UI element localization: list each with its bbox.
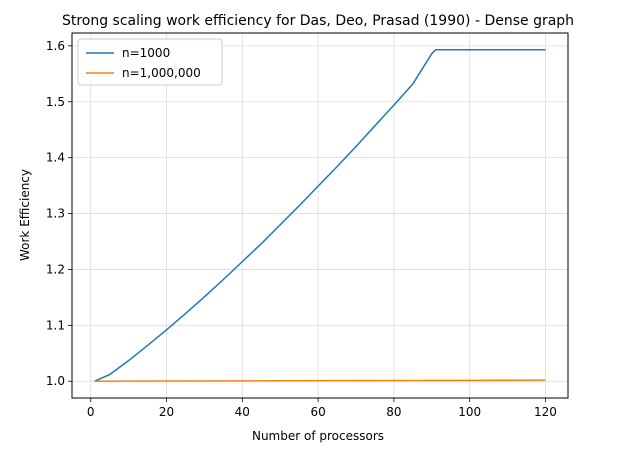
y-ticks: 1.0 1.1 1.2 1.3 1.4 1.5 1.6 xyxy=(46,39,72,388)
plot-frame xyxy=(71,32,569,399)
y-tick-label: 1.5 xyxy=(46,95,65,109)
y-tick-label: 1.0 xyxy=(46,374,65,388)
chart-title: Strong scaling work efficiency for Das, … xyxy=(62,13,574,29)
legend-label-1: n=1000 xyxy=(122,46,170,60)
x-tick-label: 100 xyxy=(458,405,481,419)
y-axis-label: Work Efficiency xyxy=(18,169,32,261)
x-tick-label: 80 xyxy=(386,405,401,419)
y-tick-label: 1.4 xyxy=(46,151,65,165)
x-tick-label: 60 xyxy=(310,405,325,419)
x-tick-label: 40 xyxy=(235,405,250,419)
x-tick-label: 120 xyxy=(534,405,557,419)
x-tick-label: 0 xyxy=(87,405,95,419)
x-ticks: 0 20 40 60 80 100 120 xyxy=(87,398,557,419)
y-tick-label: 1.3 xyxy=(46,207,65,221)
series-line-2 xyxy=(94,379,546,382)
legend: n=1000 n=1,000,000 xyxy=(77,38,223,86)
series-line-1 xyxy=(94,49,546,382)
y-tick-label: 1.6 xyxy=(46,39,65,53)
y-tick-label: 1.1 xyxy=(46,318,65,332)
x-axis-label: Number of processors xyxy=(252,429,384,443)
plot-lines xyxy=(94,49,546,382)
y-tick-label: 1.2 xyxy=(46,262,65,276)
legend-label-2: n=1,000,000 xyxy=(122,66,201,80)
x-tick-label: 20 xyxy=(159,405,174,419)
grid xyxy=(72,33,568,398)
